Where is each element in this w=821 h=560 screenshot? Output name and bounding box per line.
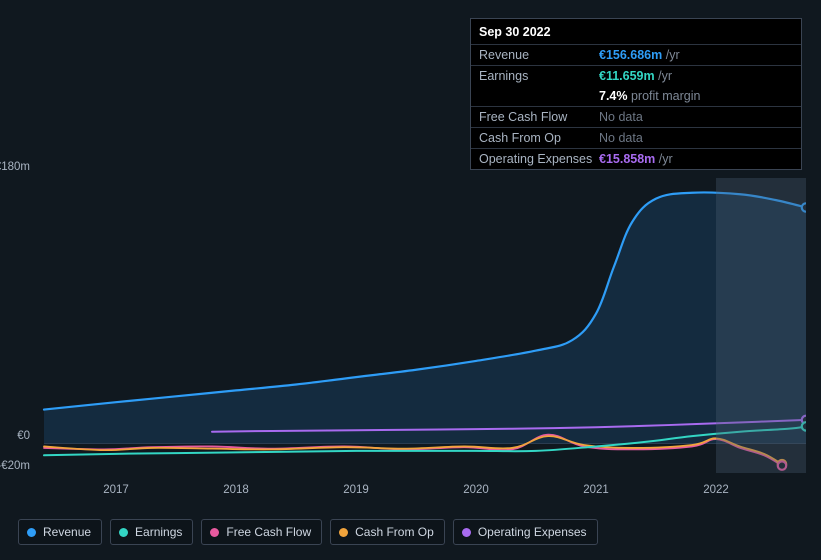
tooltip-row-label: Revenue bbox=[479, 48, 599, 62]
chart-svg bbox=[18, 178, 806, 473]
tooltip-row: 7.4% profit margin bbox=[471, 86, 801, 106]
legend-label: Earnings bbox=[135, 525, 182, 539]
tooltip-row-value: 7.4% profit margin bbox=[599, 89, 700, 103]
tooltip-row-value: €156.686m /yr bbox=[599, 48, 680, 62]
tooltip-row: Free Cash FlowNo data bbox=[471, 106, 801, 127]
tooltip-row-label: Cash From Op bbox=[479, 131, 599, 145]
legend-label: Revenue bbox=[43, 525, 91, 539]
legend-dot-icon bbox=[339, 528, 348, 537]
tooltip-row-value: No data bbox=[599, 131, 643, 145]
tooltip-row-value: €11.659m /yr bbox=[599, 69, 672, 83]
tooltip-row-label: Operating Expenses bbox=[479, 152, 599, 166]
tooltip-row-value: No data bbox=[599, 110, 643, 124]
chart-container: Sep 30 2022 Revenue€156.686m /yrEarnings… bbox=[0, 0, 821, 560]
legend-item[interactable]: Free Cash Flow bbox=[201, 519, 322, 545]
x-axis-tick: 2021 bbox=[583, 484, 609, 496]
tooltip-row-value: €15.858m /yr bbox=[599, 152, 673, 166]
tooltip-row: Operating Expenses€15.858m /yr bbox=[471, 148, 801, 169]
x-axis-tick: 2022 bbox=[703, 484, 729, 496]
legend-dot-icon bbox=[462, 528, 471, 537]
tooltip-row: Cash From OpNo data bbox=[471, 127, 801, 148]
plot-area[interactable] bbox=[18, 178, 806, 473]
x-axis-tick: 2019 bbox=[343, 484, 369, 496]
tooltip-row: Revenue€156.686m /yr bbox=[471, 44, 801, 65]
tooltip-date: Sep 30 2022 bbox=[471, 19, 801, 44]
x-axis-tick: 2018 bbox=[223, 484, 249, 496]
legend-label: Free Cash Flow bbox=[226, 525, 311, 539]
x-axis: 2017 2018 2019 2020 2021 2022 bbox=[18, 484, 806, 500]
x-axis-tick: 2020 bbox=[463, 484, 489, 496]
tooltip-row-label: Free Cash Flow bbox=[479, 110, 599, 124]
legend-label: Operating Expenses bbox=[478, 525, 587, 539]
legend-item[interactable]: Operating Expenses bbox=[453, 519, 598, 545]
legend-item[interactable]: Earnings bbox=[110, 519, 193, 545]
tooltip-row-label: Earnings bbox=[479, 69, 599, 83]
legend-dot-icon bbox=[27, 528, 36, 537]
legend-item[interactable]: Cash From Op bbox=[330, 519, 445, 545]
legend-label: Cash From Op bbox=[355, 525, 434, 539]
legend-dot-icon bbox=[210, 528, 219, 537]
legend-dot-icon bbox=[119, 528, 128, 537]
y-axis-label-max: €180m bbox=[0, 161, 30, 173]
tooltip-row: Earnings€11.659m /yr bbox=[471, 65, 801, 86]
legend: Revenue Earnings Free Cash Flow Cash From O… bbox=[18, 519, 598, 545]
hover-tooltip: Sep 30 2022 Revenue€156.686m /yrEarnings… bbox=[470, 18, 802, 170]
tooltip-row-label bbox=[479, 89, 599, 103]
x-axis-tick: 2017 bbox=[103, 484, 129, 496]
legend-item[interactable]: Revenue bbox=[18, 519, 102, 545]
